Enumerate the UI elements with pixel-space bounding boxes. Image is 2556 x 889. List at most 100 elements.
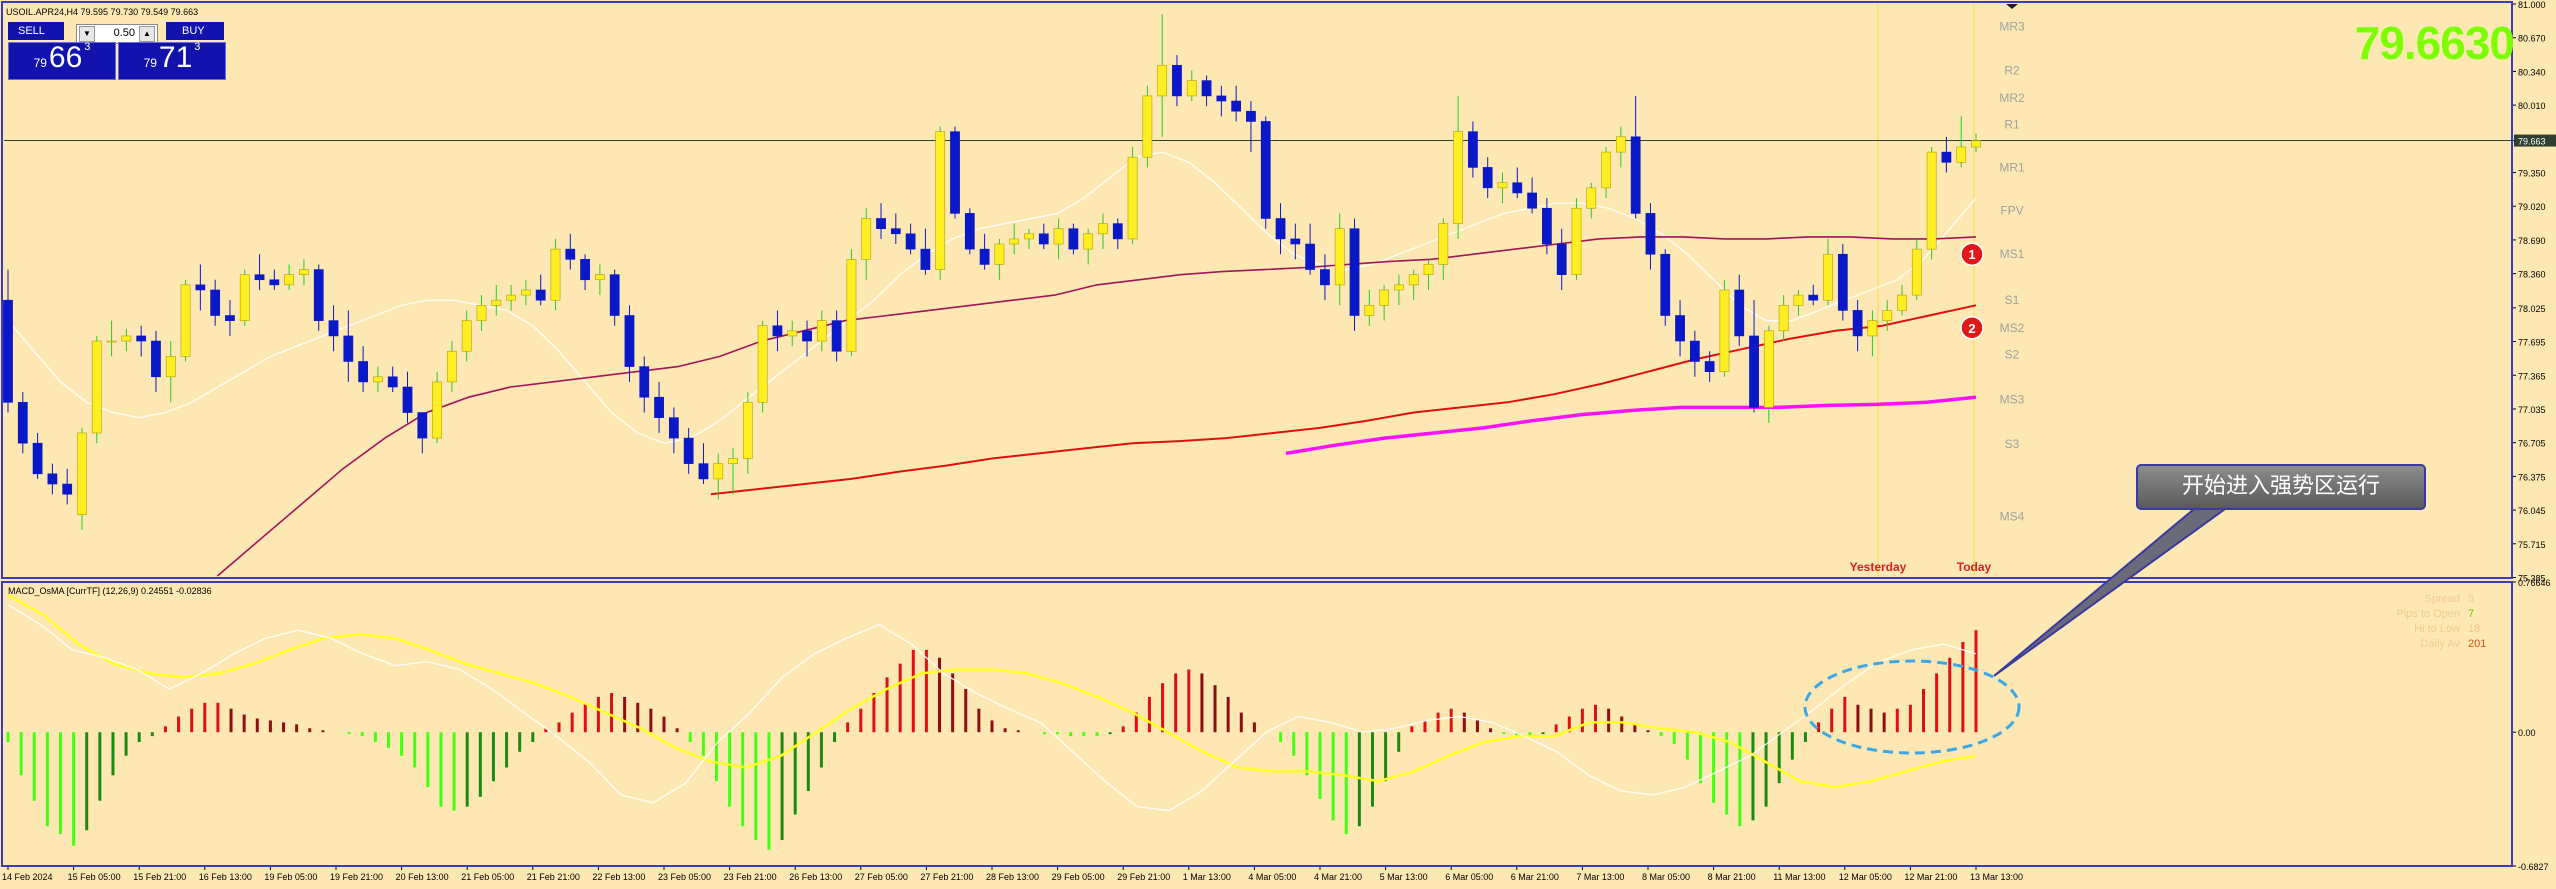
candle-body <box>861 218 872 260</box>
pivot-label: R2 <box>2004 63 2020 77</box>
x-tick-label: 23 Feb 21:00 <box>724 872 777 882</box>
y-tick-label: 78.690 <box>2518 236 2546 246</box>
candle-body <box>1734 289 1745 337</box>
candle-body <box>402 386 413 413</box>
candle-body <box>1897 294 1907 311</box>
candle-body <box>1956 146 1967 163</box>
main-chart-frame <box>1 1 2513 579</box>
x-tick-label: 29 Feb 05:00 <box>1052 872 1105 882</box>
x-tick-label: 11 Mar 13:00 <box>1773 872 1825 882</box>
macd-y-tick-label: 0.00 <box>2518 728 2536 738</box>
candle-body <box>668 417 679 439</box>
y-tick-label: 77.365 <box>2518 371 2546 381</box>
candle-body <box>1911 248 1922 296</box>
candle-body <box>1468 131 1478 168</box>
x-tick-label: 4 Mar 21:00 <box>1314 872 1362 882</box>
x-tick-label: 14 Feb 2024 <box>2 872 53 882</box>
candle-body <box>905 233 916 250</box>
y-tick-label: 75.715 <box>2518 540 2546 550</box>
candle-body <box>1704 361 1715 372</box>
candle-body <box>846 259 857 352</box>
stat-label: Hi to Low <box>2414 623 2460 635</box>
candle-body <box>1660 253 1671 316</box>
x-tick-label: 19 Feb 21:00 <box>330 872 383 882</box>
y-tick-label: 79.350 <box>2518 169 2546 179</box>
x-tick-label: 15 Feb 21:00 <box>133 872 186 882</box>
candle-body <box>1689 340 1700 362</box>
pivot-label: MR2 <box>1999 91 2025 105</box>
x-tick-label: 12 Mar 21:00 <box>1904 872 1957 882</box>
candle-body <box>1512 182 1523 194</box>
candle-body <box>1364 304 1375 316</box>
candle-body <box>1808 294 1819 301</box>
lot-decrease-icon[interactable]: ▼ <box>79 26 95 42</box>
one-click-trading-panel: SELL ▼ 0.50 ▲ BUY 7966 3 7971 3 <box>8 22 226 80</box>
candle-body <box>358 361 369 383</box>
candle-body <box>609 274 620 316</box>
candle-body <box>328 320 339 337</box>
y-tick-label: 79.020 <box>2518 202 2546 212</box>
candle-body <box>1527 192 1537 209</box>
candle-body <box>1127 156 1138 240</box>
macd-signal-line <box>7 593 1977 789</box>
candle-body <box>565 248 576 260</box>
candle-body <box>802 330 812 342</box>
candle-body <box>210 289 221 316</box>
candle-body <box>1172 64 1182 97</box>
macd-layer: MACD_OsMA [CurrTF] (12,26,9) 0.24551 -0.… <box>6 586 1978 850</box>
candle-body <box>594 274 605 281</box>
candle-body <box>1290 238 1301 245</box>
candle-body <box>254 274 265 281</box>
candle-body <box>1749 335 1759 408</box>
buy-button[interactable]: 7971 3 <box>118 41 226 80</box>
candle-body <box>1601 151 1611 189</box>
candle-body <box>890 228 901 235</box>
x-tick-label: 8 Mar 05:00 <box>1642 872 1690 882</box>
candle-body <box>1423 264 1434 275</box>
x-tick-label: 6 Mar 21:00 <box>1511 872 1559 882</box>
candle-body <box>1009 238 1020 245</box>
candle-body <box>1275 218 1286 240</box>
pivot-label: MS2 <box>2000 321 2025 335</box>
stat-row: Daily Av 201 <box>2320 637 2490 652</box>
candle-body <box>225 315 235 321</box>
candle-body <box>580 259 590 281</box>
frame-layer <box>1 1 2513 867</box>
buy-price-main: 71 <box>158 41 193 74</box>
candle-body <box>491 299 502 306</box>
y-tick-label: 76.045 <box>2518 506 2546 516</box>
candle-body <box>1083 233 1094 250</box>
candle-body <box>876 218 886 229</box>
candle-body <box>299 269 309 275</box>
buy-label-button[interactable]: BUY <box>166 22 224 40</box>
candle-body <box>373 376 383 383</box>
lot-size-field[interactable]: ▼ 0.50 ▲ <box>76 24 158 44</box>
candle-body <box>787 330 798 337</box>
macd-y-tick-label: 0.76646 <box>2518 578 2551 588</box>
candle-body <box>1793 294 1804 306</box>
candle-body <box>1201 80 1212 97</box>
candle-body <box>1038 233 1049 245</box>
annotation-callout: 开始进入强势区运行 <box>2136 464 2426 510</box>
x-tick-label: 15 Feb 05:00 <box>68 872 121 882</box>
candle-body <box>1394 284 1404 291</box>
candle-body <box>1571 207 1582 275</box>
x-tick-label: 22 Feb 13:00 <box>592 872 645 882</box>
session-lines-layer: Yesterday Today <box>4 4 2512 578</box>
sell-button[interactable]: 7966 3 <box>8 41 116 80</box>
candle-body <box>506 294 516 301</box>
x-tick-label: 6 Mar 05:00 <box>1445 872 1493 882</box>
sell-label-button[interactable]: SELL <box>8 22 64 40</box>
stat-row: Hi to Low 18 <box>2320 622 2490 637</box>
candle-body <box>728 458 738 464</box>
lot-increase-icon[interactable]: ▲ <box>139 26 155 42</box>
candle-body <box>1142 95 1153 158</box>
candle-body <box>447 350 457 383</box>
candle-body <box>1334 228 1345 286</box>
stats-panel: Spread 5 Pips to Open 7 Hi to Low 18 Daily … <box>2320 592 2490 652</box>
pivot-label: FPV <box>2000 203 2023 217</box>
candle-body <box>1024 233 1034 240</box>
y-tick-label: 80.010 <box>2518 101 2546 111</box>
shift-marker-icon <box>2006 4 2018 9</box>
